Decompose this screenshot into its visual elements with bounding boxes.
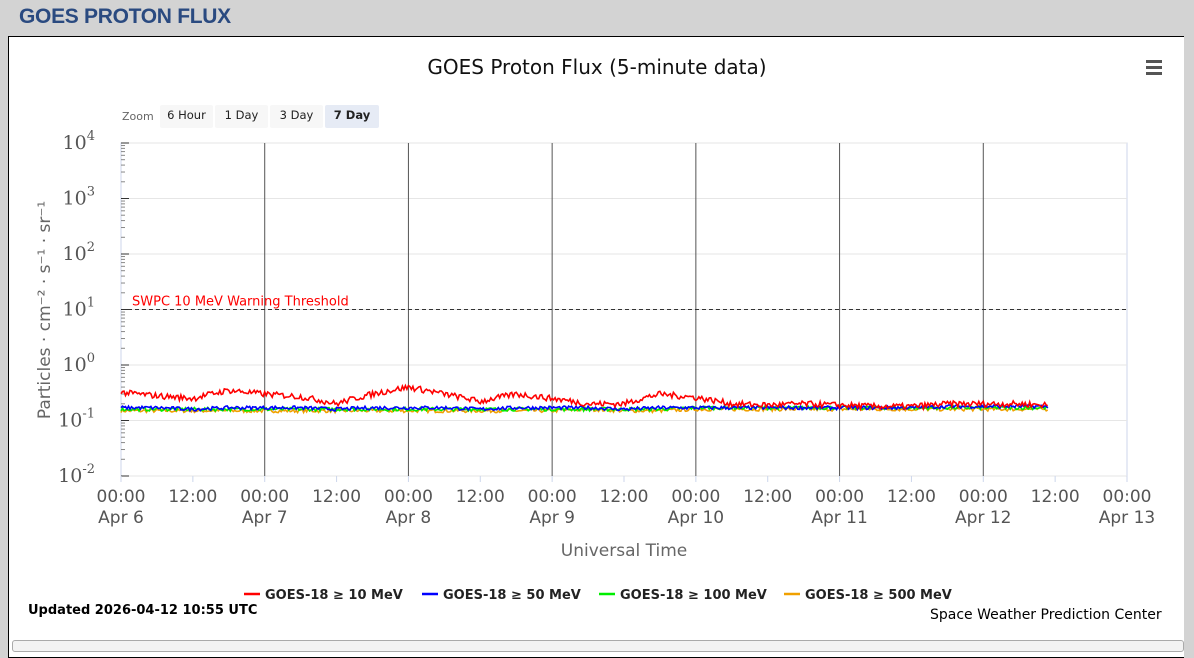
series-line <box>120 403 1049 413</box>
x-tick-time: 00:00 <box>528 487 577 507</box>
credit-text: Space Weather Prediction Center <box>930 607 1162 623</box>
x-tick-date: Apr 11 <box>811 508 867 528</box>
threshold-label: SWPC 10 MeV Warning Threshold <box>132 295 349 310</box>
hamburger-menu-icon[interactable] <box>1146 60 1162 78</box>
x-tick-time: 00:00 <box>240 487 289 507</box>
bottom-panel <box>12 640 1184 652</box>
x-tick-time: 12:00 <box>600 487 649 507</box>
zoom-1-day-button[interactable]: 1 Day <box>215 105 268 128</box>
x-tick-time: 12:00 <box>743 487 792 507</box>
y-tick-label: 101 <box>63 296 95 321</box>
legend-item: GOES-18 ≥ 500 MeV <box>805 588 952 603</box>
y-axis-title: Particles · cm⁻² · s⁻¹ · sr⁻¹ <box>35 201 55 419</box>
y-tick-label: 103 <box>63 185 95 210</box>
y-tick-label: 104 <box>63 129 95 154</box>
x-tick-time: 00:00 <box>815 487 864 507</box>
series-line <box>120 383 1049 412</box>
legend-item: GOES-18 ≥ 50 MeV <box>443 588 581 603</box>
x-tick-time: 00:00 <box>1103 487 1152 507</box>
y-tick-label: 10-1 <box>58 407 95 432</box>
x-tick-date: Apr 10 <box>668 508 724 528</box>
y-tick-label: 100 <box>63 351 95 376</box>
legend-item: GOES-18 ≥ 100 MeV <box>620 588 767 603</box>
x-tick-time: 12:00 <box>312 487 361 507</box>
x-tick-time: 12:00 <box>168 487 217 507</box>
x-axis-title: Universal Time <box>561 541 687 561</box>
x-tick-time: 12:00 <box>456 487 505 507</box>
zoom-label: Zoom <box>122 110 154 123</box>
y-tick-label: 102 <box>63 240 95 265</box>
x-tick-date: Apr 12 <box>955 508 1011 528</box>
zoom-7-day-button[interactable]: 7 Day <box>325 105 379 128</box>
y-tick-label: 10-2 <box>58 462 95 487</box>
zoom-3-day-button[interactable]: 3 Day <box>270 105 323 128</box>
x-tick-time: 00:00 <box>97 487 146 507</box>
x-tick-date: Apr 13 <box>1099 508 1155 528</box>
x-tick-time: 00:00 <box>384 487 433 507</box>
x-tick-time: 12:00 <box>887 487 936 507</box>
page-header: GOES PROTON FLUX <box>19 5 231 28</box>
x-tick-date: Apr 6 <box>98 508 144 528</box>
x-tick-date: Apr 8 <box>386 508 432 528</box>
x-tick-time: 12:00 <box>1031 487 1080 507</box>
chart-title: GOES Proton Flux (5-minute data) <box>427 55 767 79</box>
x-tick-date: Apr 9 <box>529 508 575 528</box>
updated-timestamp: Updated 2026-04-12 10:55 UTC <box>28 603 258 618</box>
x-tick-date: Apr 7 <box>242 508 288 528</box>
x-tick-time: 00:00 <box>959 487 1008 507</box>
x-tick-time: 00:00 <box>671 487 720 507</box>
zoom-6-hour-button[interactable]: 6 Hour <box>160 105 213 128</box>
legend-item: GOES-18 ≥ 10 MeV <box>265 588 403 603</box>
